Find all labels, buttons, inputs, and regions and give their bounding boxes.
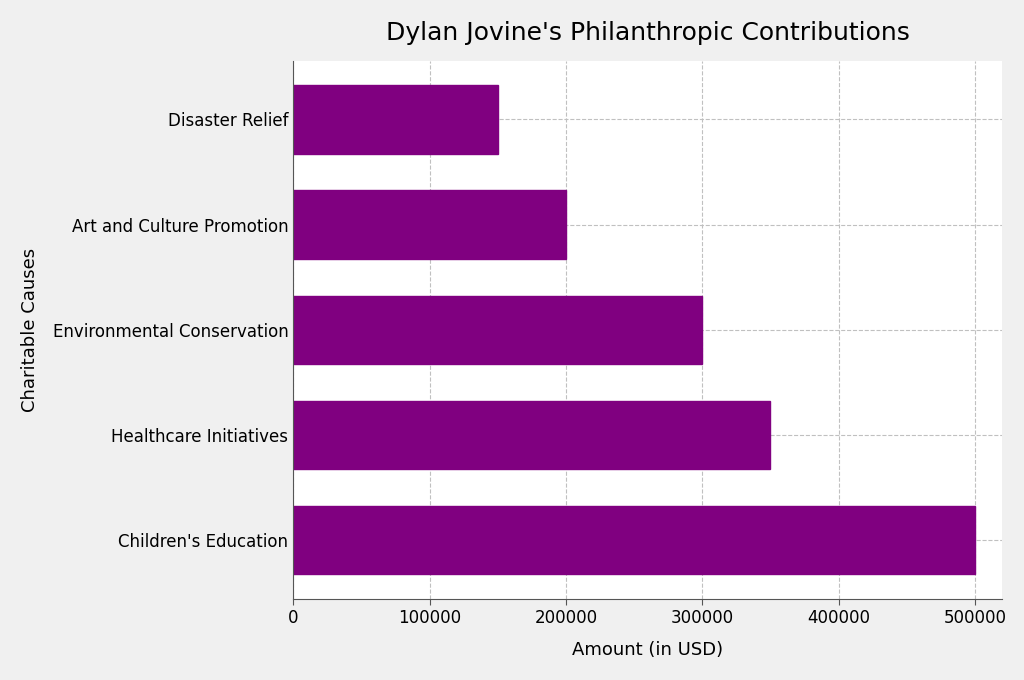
Title: Dylan Jovine's Philanthropic Contributions: Dylan Jovine's Philanthropic Contributio…	[386, 21, 909, 45]
Bar	[293, 401, 770, 469]
Bar	[293, 296, 702, 364]
Bar	[293, 506, 975, 575]
Y-axis label: Charitable Causes: Charitable Causes	[20, 248, 39, 412]
Bar	[293, 85, 498, 154]
Bar	[293, 190, 566, 259]
X-axis label: Amount (in USD): Amount (in USD)	[572, 641, 723, 659]
